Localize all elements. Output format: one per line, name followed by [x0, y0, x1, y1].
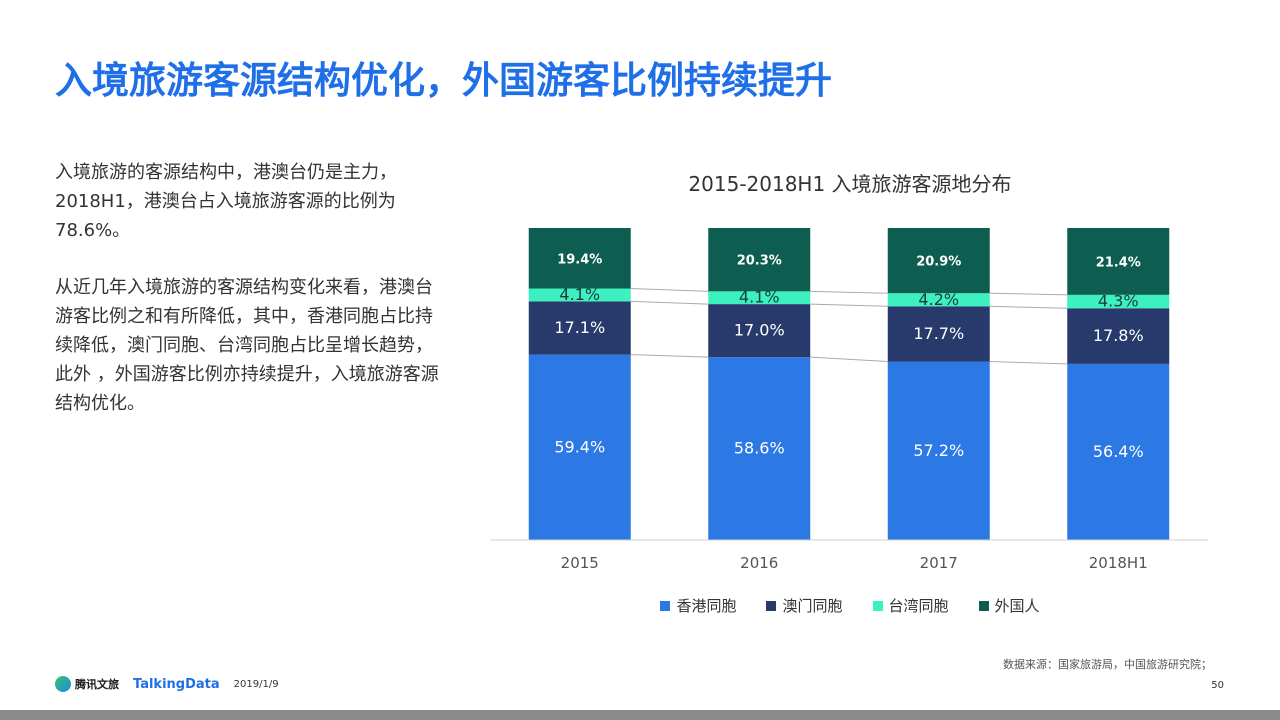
tencent-culture-logo: 腾讯文旅	[55, 676, 119, 692]
data-label-2017-3: 20.9%	[916, 255, 961, 270]
bar-segment-2016-1	[708, 304, 811, 358]
connector-line	[810, 290, 888, 294]
connector-line	[989, 292, 1068, 296]
chart-title: 2015-2018H1 入境旅游客源地分布	[688, 172, 1012, 196]
report-date: 2019/1/9	[233, 678, 279, 690]
data-label-2018H1-0: 56.4%	[1093, 442, 1144, 461]
bar-segment-2018H1-1	[1067, 308, 1170, 364]
data-label-2016-2: 4.1%	[739, 288, 780, 307]
legend-swatch	[978, 600, 989, 611]
data-label-2015-2: 4.1%	[559, 285, 600, 304]
bar-segment-2017-0	[887, 361, 990, 540]
data-label-2018H1-3: 21.4%	[1096, 255, 1141, 270]
connector-line	[630, 300, 709, 305]
legend-swatch	[766, 600, 777, 611]
legend-label: 台湾同胞	[888, 597, 949, 615]
bar-segment-2015-0	[528, 354, 631, 540]
legend-label: 澳门同胞	[782, 597, 843, 615]
paragraph-1: 入境旅游的客源结构中，港澳台仍是主力，2018H1，港澳台占入境旅游客源的比例为…	[55, 162, 397, 241]
data-label-2015-0: 59.4%	[554, 437, 605, 456]
data-label-2016-0: 58.6%	[734, 439, 785, 458]
bar-segment-2018H1-2	[1067, 294, 1170, 309]
x-tick-label-2018H1: 2018H1	[1089, 554, 1148, 572]
bottom-bar	[0, 710, 1280, 720]
page-number: 50	[1211, 680, 1224, 691]
legend-item-3: 外国人	[978, 595, 1040, 616]
data-label-2016-3: 20.3%	[737, 254, 782, 269]
legend-item-0: 香港同胞	[660, 595, 736, 616]
connector-line	[810, 356, 888, 363]
paragraph-2: 从近几年入境旅游的客源结构变化来看，港澳台游客比例之和有所降低，其中，香港同胞占…	[55, 277, 439, 414]
connector-line	[810, 303, 888, 307]
bar-segment-2015-2	[528, 288, 631, 302]
bar-segment-2015-1	[528, 301, 631, 355]
connector-line	[630, 354, 709, 358]
bar-segment-2017-1	[887, 306, 990, 362]
bar-segment-2016-2	[708, 291, 811, 305]
connector-line	[989, 305, 1068, 309]
x-tick-label-2017: 2017	[920, 554, 958, 572]
data-source: 数据来源：国家旅游局，中国旅游研究院；	[1003, 658, 1212, 671]
bar-segment-2016-0	[708, 357, 811, 540]
legend-item-1: 澳门同胞	[766, 595, 843, 616]
connector-line	[989, 361, 1068, 365]
body-text: 入境旅游的客源结构中，港澳台仍是主力，2018H1，港澳台占入境旅游客源的比例为…	[55, 158, 450, 446]
legend-swatch	[660, 600, 671, 611]
x-tick-label-2015: 2015	[561, 554, 599, 572]
data-label-2017-0: 57.2%	[913, 441, 964, 460]
bar-segment-2018H1-3	[1067, 228, 1170, 295]
data-label-2018H1-1: 17.8%	[1093, 326, 1144, 345]
data-label-2015-1: 17.1%	[554, 318, 605, 337]
bar-segment-2017-2	[887, 293, 990, 307]
chart-legend: 香港同胞 澳门同胞 台湾同胞 外国人	[490, 595, 1210, 616]
data-label-2017-2: 4.2%	[918, 290, 959, 309]
bar-segment-2017-3	[887, 228, 990, 294]
data-label-2016-1: 17.0%	[734, 321, 785, 340]
data-label-2015-3: 19.4%	[557, 252, 602, 267]
data-label-2017-1: 17.7%	[913, 324, 964, 343]
connector-line	[630, 288, 709, 292]
legend-label: 香港同胞	[676, 597, 737, 615]
bar-segment-2016-3	[708, 228, 811, 292]
legend-label: 外国人	[994, 597, 1040, 615]
data-label-2018H1-2: 4.3%	[1098, 292, 1139, 311]
bar-segment-2018H1-0	[1067, 363, 1170, 540]
footer-logos: 腾讯文旅 TalkingData 2019/1/9	[55, 676, 279, 692]
tencent-logo-text: 腾讯文旅	[75, 678, 119, 691]
page-title: 入境旅游客源结构优化，外国游客比例持续提升	[55, 59, 832, 102]
x-tick-label-2016: 2016	[740, 554, 778, 572]
tencent-logo-icon	[55, 676, 71, 692]
bar-segment-2015-3	[528, 228, 631, 289]
talkingdata-logo: TalkingData	[133, 676, 220, 692]
legend-swatch	[872, 600, 883, 611]
legend-item-2: 台湾同胞	[872, 595, 949, 616]
